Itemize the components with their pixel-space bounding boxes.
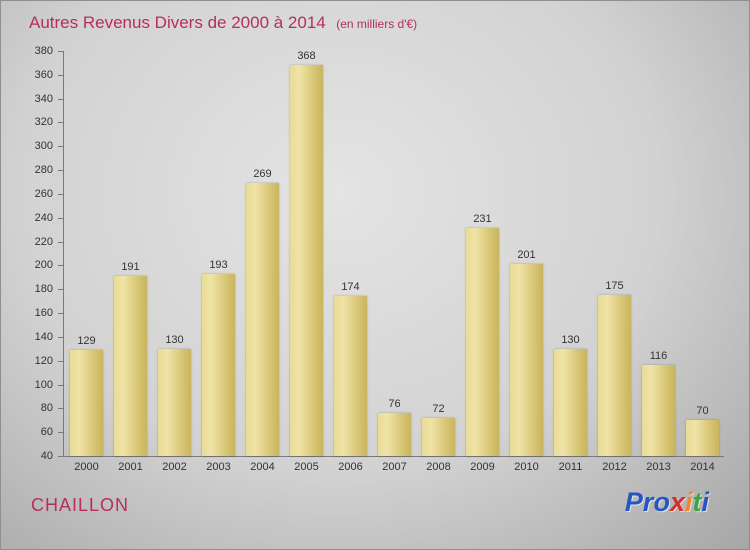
chart-title: Autres Revenus Divers de 2000 à 2014 (29, 13, 326, 32)
bar-value-label: 174 (341, 281, 360, 293)
logo-letter: r (642, 487, 654, 517)
bar (202, 274, 235, 456)
y-tick-label: 240 (34, 211, 53, 224)
commune-label: CHAILLON (31, 495, 130, 515)
y-tick-label: 60 (40, 426, 53, 439)
y-tick-mark (58, 456, 63, 457)
x-tick-label: 2002 (162, 461, 187, 473)
bar-value-label: 269 (253, 168, 272, 180)
y-tick-mark (58, 432, 63, 434)
bar (510, 264, 543, 456)
y-tick-mark (58, 98, 63, 100)
y-tick-label: 300 (34, 140, 53, 153)
bar (554, 349, 587, 456)
y-tick-mark (58, 74, 63, 76)
y-tick-label: 200 (34, 259, 53, 272)
y-tick-label: 220 (34, 235, 53, 248)
bar (466, 228, 499, 456)
bar (378, 413, 411, 456)
bar-value-label: 76 (388, 398, 401, 410)
y-tick-mark (58, 313, 63, 315)
y-tick-mark (58, 360, 63, 362)
x-tick-label: 2008 (426, 461, 451, 473)
bar-value-label: 175 (605, 280, 624, 292)
y-tick-mark (58, 384, 63, 386)
x-tick-label: 2010 (514, 461, 539, 473)
x-tick-label: 2004 (250, 461, 275, 473)
y-tick-mark (58, 217, 63, 219)
bar-value-label: 201 (517, 249, 536, 261)
y-tick-label: 260 (34, 187, 53, 200)
y-tick-mark (58, 146, 63, 148)
chart-header: Autres Revenus Divers de 2000 à 2014 (en… (29, 13, 417, 33)
bar-value-label: 116 (649, 350, 668, 362)
logo-letter: o (653, 487, 670, 517)
plot-area: 129 2000 191 2001 130 2002 193 2003 269 2004 368 20… (63, 50, 724, 473)
x-tick-label: 2014 (690, 461, 715, 473)
y-tick-label: 340 (34, 92, 53, 105)
y-axis: 380 360 340 320 300 280 260 240 220 200 180 160 140 1… (1, 45, 63, 462)
y-tick-label: 380 (34, 45, 53, 57)
bar-value-label: 191 (121, 261, 140, 273)
logo-letter: i (684, 487, 693, 517)
y-tick-mark (58, 122, 63, 124)
y-tick-label: 360 (34, 68, 53, 81)
y-tick-label: 280 (34, 164, 53, 177)
bar-value-label: 130 (165, 334, 184, 346)
y-tick-label: 40 (40, 450, 53, 462)
x-tick-label: 2013 (646, 461, 671, 473)
y-tick-mark (58, 193, 63, 195)
bar-value-label: 130 (561, 334, 580, 346)
y-tick-mark (58, 170, 63, 172)
y-tick-mark (58, 265, 63, 267)
bar (334, 296, 367, 456)
bar-value-label: 368 (297, 50, 316, 62)
logo-letter: i (701, 487, 709, 517)
bar (422, 418, 455, 456)
logo-letter: x (669, 487, 685, 517)
bar-value-label: 231 (473, 213, 492, 225)
x-tick-label: 2009 (470, 461, 495, 473)
bar (686, 420, 719, 456)
y-tick-label: 160 (34, 307, 53, 320)
bar (246, 183, 279, 456)
y-tick-mark (58, 289, 63, 291)
bar (598, 295, 631, 456)
x-tick-label: 2007 (382, 461, 407, 473)
y-tick-label: 120 (34, 354, 53, 367)
x-tick-label: 2006 (338, 461, 363, 473)
bar (158, 349, 191, 456)
bar (290, 65, 323, 456)
bar (642, 365, 675, 456)
proxiti-logo: Proxiti (625, 487, 709, 518)
x-tick-label: 2003 (206, 461, 231, 473)
x-tick-label: 2000 (74, 461, 99, 473)
x-tick-label: 2012 (602, 461, 627, 473)
bar (114, 276, 147, 456)
y-tick-label: 100 (34, 378, 53, 391)
y-tick-mark (58, 51, 63, 52)
bar-value-label: 129 (77, 335, 96, 347)
x-tick-label: 2011 (558, 461, 583, 473)
bar-value-label: 193 (209, 259, 228, 271)
y-tick-mark (58, 408, 63, 410)
chart-subtitle: (en milliers d'€) (336, 17, 418, 31)
bar-value-label: 72 (432, 403, 445, 415)
logo-letter: t (692, 487, 702, 517)
x-tick-label: 2001 (118, 461, 143, 473)
y-tick-label: 320 (34, 116, 53, 129)
bar (70, 350, 103, 456)
y-tick-label: 180 (34, 283, 53, 296)
y-tick-mark (58, 241, 63, 243)
y-tick-label: 140 (34, 330, 53, 343)
bar-value-label: 70 (696, 405, 709, 417)
x-tick-label: 2005 (294, 461, 319, 473)
logo-letter: P (624, 487, 643, 517)
y-tick-label: 80 (40, 402, 53, 415)
y-tick-mark (58, 336, 63, 338)
